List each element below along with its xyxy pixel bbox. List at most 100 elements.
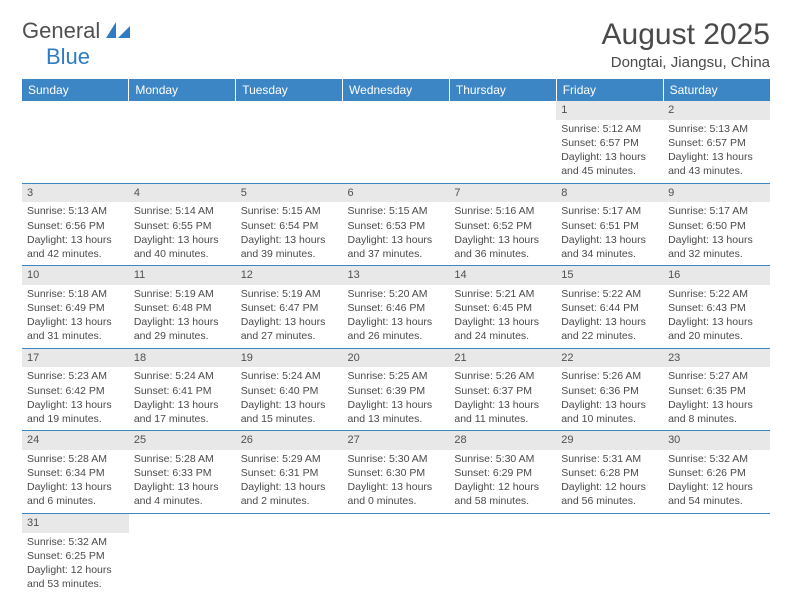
daylight-text: Daylight: 13 hours and 4 minutes. [134, 480, 231, 508]
day-number: 15 [556, 266, 663, 285]
sunset-text: Sunset: 6:25 PM [27, 549, 124, 563]
daylight-text: Daylight: 12 hours and 54 minutes. [668, 480, 765, 508]
sunrise-text: Sunrise: 5:25 AM [348, 369, 445, 383]
sunset-text: Sunset: 6:54 PM [241, 219, 338, 233]
calendar-cell: 21Sunrise: 5:26 AMSunset: 6:37 PMDayligh… [449, 348, 556, 431]
weekday-header: Saturday [663, 79, 770, 101]
daylight-text: Daylight: 13 hours and 6 minutes. [27, 480, 124, 508]
calendar-row: 10Sunrise: 5:18 AMSunset: 6:49 PMDayligh… [22, 266, 770, 349]
day-content: Sunrise: 5:26 AMSunset: 6:36 PMDaylight:… [556, 367, 663, 430]
calendar-cell: 14Sunrise: 5:21 AMSunset: 6:45 PMDayligh… [449, 266, 556, 349]
day-content: Sunrise: 5:17 AMSunset: 6:50 PMDaylight:… [663, 202, 770, 265]
day-content: Sunrise: 5:15 AMSunset: 6:53 PMDaylight:… [343, 202, 450, 265]
sunset-text: Sunset: 6:56 PM [27, 219, 124, 233]
calendar-cell: 2Sunrise: 5:13 AMSunset: 6:57 PMDaylight… [663, 101, 770, 183]
day-number: 6 [343, 184, 450, 203]
calendar-cell: 4Sunrise: 5:14 AMSunset: 6:55 PMDaylight… [129, 183, 236, 266]
day-content: Sunrise: 5:27 AMSunset: 6:35 PMDaylight:… [663, 367, 770, 430]
daylight-text: Daylight: 13 hours and 2 minutes. [241, 480, 338, 508]
sunset-text: Sunset: 6:29 PM [454, 466, 551, 480]
sunrise-text: Sunrise: 5:27 AM [668, 369, 765, 383]
daylight-text: Daylight: 13 hours and 27 minutes. [241, 315, 338, 343]
day-number: 28 [449, 431, 556, 450]
day-number: 18 [129, 349, 236, 368]
page-title: August 2025 [602, 18, 770, 52]
sunset-text: Sunset: 6:44 PM [561, 301, 658, 315]
daylight-text: Daylight: 12 hours and 58 minutes. [454, 480, 551, 508]
calendar-cell: 1 Sunrise: 5:12 AMSunset: 6:57 PMDaylight… [556, 101, 663, 183]
day-number: 10 [22, 266, 129, 285]
calendar-cell: 9Sunrise: 5:17 AMSunset: 6:50 PMDaylight… [663, 183, 770, 266]
day-content [449, 105, 556, 111]
day-content [343, 518, 450, 524]
day-content [129, 105, 236, 111]
sunrise-text: Sunrise: 5:12 AM [561, 122, 658, 136]
day-number: 13 [343, 266, 450, 285]
sunset-text: Sunset: 6:36 PM [561, 384, 658, 398]
sunset-text: Sunset: 6:42 PM [27, 384, 124, 398]
daylight-text: Daylight: 13 hours and 20 minutes. [668, 315, 765, 343]
calendar-cell: 18Sunrise: 5:24 AMSunset: 6:41 PMDayligh… [129, 348, 236, 431]
calendar-cell: 16Sunrise: 5:22 AMSunset: 6:43 PMDayligh… [663, 266, 770, 349]
sunrise-text: Sunrise: 5:14 AM [134, 204, 231, 218]
calendar-cell: 29Sunrise: 5:31 AMSunset: 6:28 PMDayligh… [556, 431, 663, 514]
calendar-cell [236, 513, 343, 595]
calendar-cell: 12Sunrise: 5:19 AMSunset: 6:47 PMDayligh… [236, 266, 343, 349]
calendar-body: 1Sunrise: 5:12 AMSunset: 6:57 PMDaylight… [22, 101, 770, 595]
weekday-header: Friday [556, 79, 663, 101]
daylight-text: Daylight: 13 hours and 32 minutes. [668, 233, 765, 261]
sunrise-text: Sunrise: 5:29 AM [241, 452, 338, 466]
day-number: 4 [129, 184, 236, 203]
day-content: Sunrise: 5:24 AMSunset: 6:40 PMDaylight:… [236, 367, 343, 430]
day-content: Sunrise: 5:29 AMSunset: 6:31 PMDaylight:… [236, 450, 343, 513]
sunrise-text: Sunrise: 5:30 AM [348, 452, 445, 466]
calendar-cell [663, 513, 770, 595]
calendar-cell: 11Sunrise: 5:19 AMSunset: 6:48 PMDayligh… [129, 266, 236, 349]
logo-text-blue: Blue [46, 44, 90, 70]
sunrise-text: Sunrise: 5:19 AM [241, 287, 338, 301]
day-content: Sunrise: 5:13 AMSunset: 6:57 PMDaylight:… [663, 120, 770, 183]
calendar-cell: 3Sunrise: 5:13 AMSunset: 6:56 PMDaylight… [22, 183, 129, 266]
sunrise-text: Sunrise: 5:28 AM [134, 452, 231, 466]
sunrise-text: Sunrise: 5:17 AM [668, 204, 765, 218]
day-number: 26 [236, 431, 343, 450]
day-content [22, 105, 129, 111]
day-number: 20 [343, 349, 450, 368]
calendar-cell: 22Sunrise: 5:26 AMSunset: 6:36 PMDayligh… [556, 348, 663, 431]
sunrise-text: Sunrise: 5:28 AM [27, 452, 124, 466]
calendar-cell [449, 513, 556, 595]
sunset-text: Sunset: 6:34 PM [27, 466, 124, 480]
calendar-cell: 30Sunrise: 5:32 AMSunset: 6:26 PMDayligh… [663, 431, 770, 514]
sunrise-text: Sunrise: 5:17 AM [561, 204, 658, 218]
calendar-row: 1Sunrise: 5:12 AMSunset: 6:57 PMDaylight… [22, 101, 770, 183]
day-number: 1 [556, 101, 663, 120]
sunset-text: Sunset: 6:41 PM [134, 384, 231, 398]
sunrise-text: Sunrise: 5:16 AM [454, 204, 551, 218]
sunset-text: Sunset: 6:50 PM [668, 219, 765, 233]
sunrise-text: Sunrise: 5:20 AM [348, 287, 445, 301]
day-content: Sunrise: 5:24 AMSunset: 6:41 PMDaylight:… [129, 367, 236, 430]
daylight-text: Daylight: 13 hours and 45 minutes. [561, 150, 658, 178]
sunset-text: Sunset: 6:57 PM [561, 136, 658, 150]
calendar-cell [556, 513, 663, 595]
day-number: 17 [22, 349, 129, 368]
day-number: 24 [22, 431, 129, 450]
weekday-header: Wednesday [343, 79, 450, 101]
day-number: 29 [556, 431, 663, 450]
day-number: 2 [663, 101, 770, 120]
calendar-row: 17Sunrise: 5:23 AMSunset: 6:42 PMDayligh… [22, 348, 770, 431]
sunset-text: Sunset: 6:28 PM [561, 466, 658, 480]
calendar-cell: 5Sunrise: 5:15 AMSunset: 6:54 PMDaylight… [236, 183, 343, 266]
calendar-row: 3Sunrise: 5:13 AMSunset: 6:56 PMDaylight… [22, 183, 770, 266]
sunset-text: Sunset: 6:31 PM [241, 466, 338, 480]
daylight-text: Daylight: 13 hours and 34 minutes. [561, 233, 658, 261]
calendar-cell: 13Sunrise: 5:20 AMSunset: 6:46 PMDayligh… [343, 266, 450, 349]
sunrise-text: Sunrise: 5:22 AM [668, 287, 765, 301]
sunrise-text: Sunrise: 5:13 AM [27, 204, 124, 218]
calendar-cell: 31Sunrise: 5:32 AMSunset: 6:25 PMDayligh… [22, 513, 129, 595]
day-content: Sunrise: 5:13 AMSunset: 6:56 PMDaylight:… [22, 202, 129, 265]
daylight-text: Daylight: 13 hours and 39 minutes. [241, 233, 338, 261]
daylight-text: Daylight: 13 hours and 43 minutes. [668, 150, 765, 178]
daylight-text: Daylight: 13 hours and 26 minutes. [348, 315, 445, 343]
sunrise-text: Sunrise: 5:21 AM [454, 287, 551, 301]
